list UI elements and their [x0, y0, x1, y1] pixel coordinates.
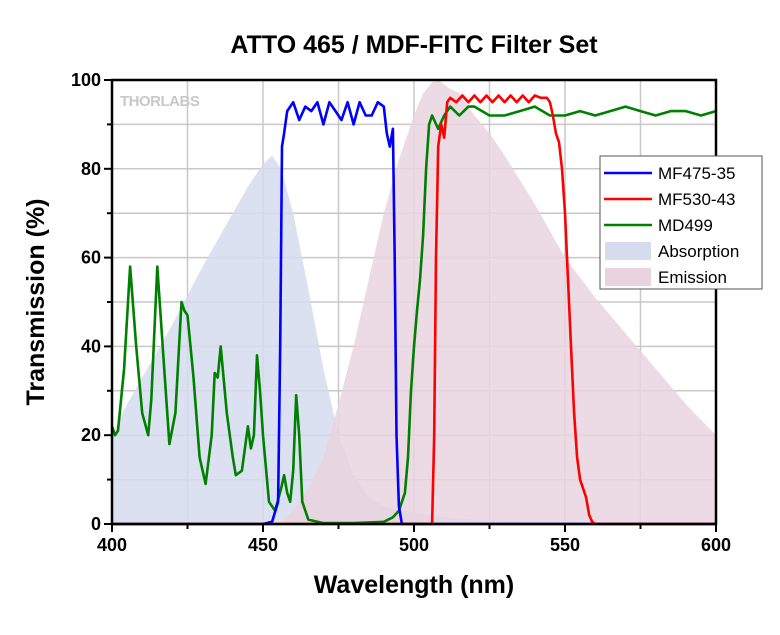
- y-tick-label: 100: [71, 70, 101, 90]
- series-mf475-35: [112, 100, 716, 526]
- x-tick-label: 500: [399, 535, 429, 555]
- area-emission: [278, 80, 716, 524]
- legend-label: Emission: [658, 268, 727, 287]
- y-tick-label: 60: [81, 248, 101, 268]
- series-mf530-43: [112, 94, 716, 526]
- x-tick-label: 600: [701, 535, 731, 555]
- y-tick-label: 0: [91, 514, 101, 534]
- y-tick-label: 20: [81, 425, 101, 445]
- y-axis-label: Transmission (%): [22, 199, 50, 406]
- legend-swatch: [605, 242, 651, 260]
- legend: MF475-35 MF530-43 MD499 Absorption Emission: [599, 155, 763, 290]
- chart-title: ATTO 465 / MDF-FITC Filter Set: [230, 31, 598, 59]
- legend-label: MF475-35: [658, 164, 735, 183]
- x-tick-label: 550: [550, 535, 580, 555]
- series-md499: [110, 105, 717, 525]
- axes: 400 450 500 550 600 0 20 40 60 80 100: [71, 70, 731, 555]
- legend-label: MF530-43: [658, 190, 735, 209]
- watermark: THORLABS: [120, 93, 200, 110]
- y-tick-label: 80: [81, 159, 101, 179]
- legend-label: MD499: [658, 216, 713, 235]
- legend-box: [599, 155, 763, 290]
- legend-label: Absorption: [658, 242, 739, 261]
- x-tick-label: 400: [97, 535, 127, 555]
- x-axis-label: Wavelength (nm): [314, 571, 514, 599]
- x-tick-label: 450: [248, 535, 278, 555]
- legend-swatch: [605, 268, 651, 286]
- y-tick-label: 40: [81, 336, 101, 356]
- lines: [110, 94, 717, 526]
